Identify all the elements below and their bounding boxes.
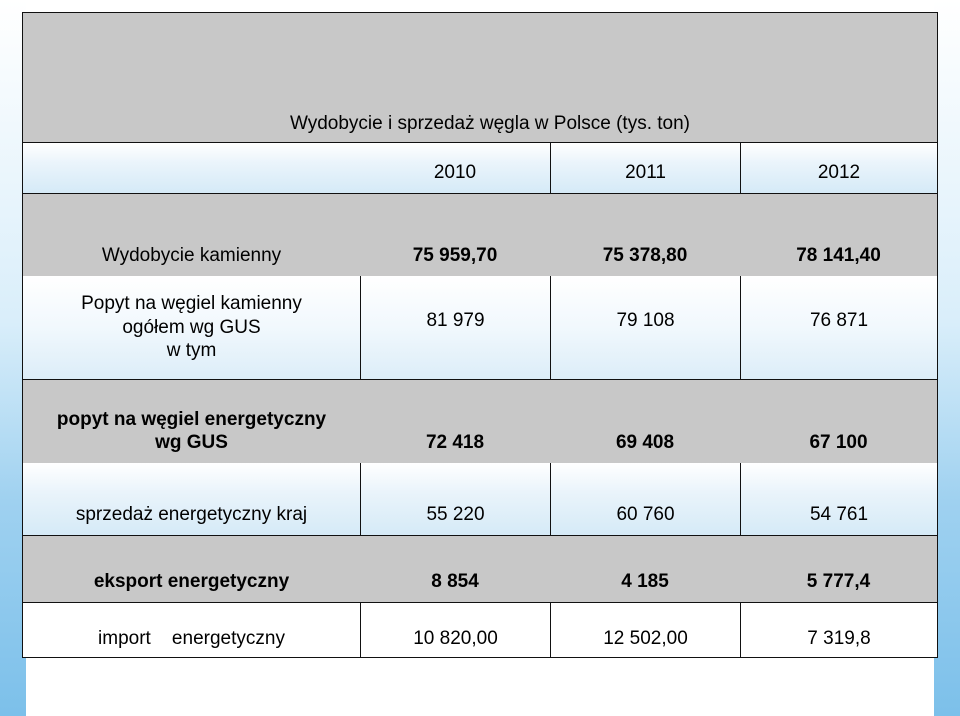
year-2012: 2012 bbox=[740, 143, 937, 193]
row-label-line: popyt na węgiel energetyczny bbox=[56, 408, 327, 430]
year-2010: 2010 bbox=[433, 162, 477, 184]
row-label: Popyt na węgiel kamienny ogółem wg GUS w… bbox=[23, 276, 360, 379]
row-label-line: w tym bbox=[166, 340, 217, 362]
row-label: sprzedaż energetyczny kraj bbox=[75, 504, 308, 526]
row-label-line: ogółem wg GUS bbox=[122, 316, 261, 338]
row-value: 69 408 bbox=[615, 432, 675, 454]
row-value: 81 979 bbox=[360, 276, 550, 379]
row-value: 8 854 bbox=[431, 571, 479, 593]
row-value: 60 760 bbox=[550, 463, 740, 535]
row-value: 4 185 bbox=[621, 571, 669, 593]
table-row: import energetyczny 10 820,00 12 502,00 … bbox=[23, 602, 937, 657]
row-value: 75 378,80 bbox=[602, 245, 688, 267]
right-decorative-edge bbox=[934, 0, 960, 716]
row-value: 10 820,00 bbox=[360, 603, 550, 657]
row-label-line: wg GUS bbox=[155, 432, 228, 454]
table-row: popyt na węgiel energetyczny wg GUS 72 4… bbox=[23, 379, 937, 463]
row-label: Wydobycie kamienny bbox=[101, 245, 282, 267]
row-value: 54 761 bbox=[740, 463, 937, 535]
row-value: 78 141,40 bbox=[796, 245, 881, 267]
header-empty-cell bbox=[23, 143, 360, 193]
row-value: 76 871 bbox=[740, 276, 937, 379]
year-header-row: 2010 2011 2012 bbox=[23, 142, 937, 193]
row-value: 12 502,00 bbox=[550, 603, 740, 657]
year-2011: 2011 bbox=[550, 143, 740, 193]
row-value: 67 100 bbox=[809, 432, 868, 454]
table-row: Wydobycie kamienny 75 959,70 75 378,80 7… bbox=[23, 193, 937, 276]
table-row: eksport energetyczny 8 854 4 185 5 777,4 bbox=[23, 535, 937, 602]
row-label: eksport energetyczny bbox=[93, 571, 290, 593]
row-label: popyt na węgiel energetyczny wg GUS bbox=[23, 380, 360, 463]
row-value: 79 108 bbox=[550, 276, 740, 379]
row-value: 5 777,4 bbox=[806, 571, 871, 593]
table-row: Popyt na węgiel kamienny ogółem wg GUS w… bbox=[23, 276, 937, 379]
table-title: Wydobycie i sprzedaż węgla w Polsce (tys… bbox=[289, 113, 691, 135]
row-value: 55 220 bbox=[360, 463, 550, 535]
title-row: Wydobycie i sprzedaż węgla w Polsce (tys… bbox=[23, 13, 937, 142]
table-row: sprzedaż energetyczny kraj 55 220 60 760… bbox=[23, 463, 937, 535]
row-value: 75 959,70 bbox=[412, 245, 498, 267]
row-value: 7 319,8 bbox=[740, 603, 937, 657]
row-label: import energetyczny bbox=[98, 628, 285, 650]
row-label-line: Popyt na węgiel kamienny bbox=[81, 292, 302, 314]
left-decorative-edge bbox=[0, 0, 26, 716]
row-value: 72 418 bbox=[425, 432, 485, 454]
coal-table: Wydobycie i sprzedaż węgla w Polsce (tys… bbox=[22, 12, 938, 658]
